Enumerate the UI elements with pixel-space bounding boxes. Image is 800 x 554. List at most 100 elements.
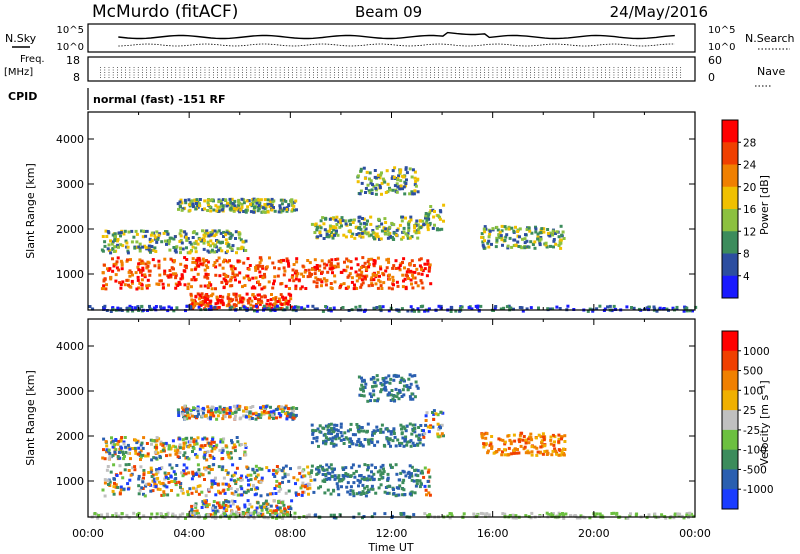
scatter-cell: [228, 232, 232, 236]
scatter-cell: [332, 468, 336, 471]
scatter-cell: [139, 465, 143, 469]
scatter-cell: [154, 485, 158, 489]
scatter-cell: [163, 471, 167, 475]
scatter-cell: [392, 374, 396, 378]
scatter-cell: [512, 229, 516, 233]
scatter-cell: [498, 230, 502, 234]
scatter-cell: [107, 457, 111, 461]
scatter-cell: [376, 470, 380, 474]
scatter-cell: [219, 300, 223, 304]
scatter-cell: [482, 432, 486, 436]
scatter-cell: [354, 305, 358, 309]
scatter-cell: [647, 305, 651, 309]
scatter-cell: [190, 509, 194, 513]
scatter-cell: [525, 307, 529, 311]
scatter-cell: [527, 441, 531, 445]
scatter-cell: [153, 234, 157, 238]
scatter-cell: [174, 286, 178, 290]
scatter-cell: [394, 463, 398, 467]
scatter-cell: [113, 443, 117, 447]
colorbar-segment: [722, 429, 738, 451]
scatter-cell: [490, 435, 494, 438]
scatter-cell: [321, 473, 325, 476]
ytick-label: 2000: [56, 430, 84, 443]
scatter-cell: [402, 444, 406, 448]
scatter-cell: [138, 258, 142, 262]
scatter-cell: [555, 514, 559, 518]
scatter-cell: [234, 237, 237, 240]
scatter-cell: [357, 484, 360, 488]
scatter-cell: [217, 503, 221, 507]
scatter-cell: [137, 511, 141, 515]
scatter-cell: [168, 444, 171, 448]
scatter-cell: [201, 473, 205, 477]
scatter-cell: [231, 272, 235, 276]
scatter-cell: [236, 512, 240, 516]
scatter-cell: [214, 511, 218, 515]
scatter-cell: [264, 506, 268, 509]
scatter-cell: [379, 390, 383, 394]
scatter-cell: [191, 257, 195, 261]
scatter-cell: [383, 490, 387, 494]
scatter-cell: [334, 226, 338, 230]
scatter-cell: [115, 442, 119, 446]
scatter-cell: [416, 386, 420, 390]
scatter-cell: [167, 275, 171, 279]
scatter-cell: [230, 510, 234, 514]
scatter-cell: [273, 475, 277, 478]
scatter-cell: [484, 436, 488, 440]
scatter-cell: [412, 479, 416, 483]
scatter-cell: [318, 231, 322, 235]
scatter-cell: [257, 207, 261, 211]
scatter-cell: [281, 476, 285, 480]
scatter-cell: [306, 304, 310, 308]
scatter-cell: [290, 499, 294, 503]
scatter-cell: [206, 231, 210, 235]
scatter-cell: [393, 166, 397, 170]
scatter-cell: [418, 219, 422, 223]
colorbar-segment: [722, 449, 738, 470]
scatter-cell: [362, 389, 365, 393]
scatter-cell: [509, 440, 513, 444]
scatter-cell: [373, 381, 377, 384]
scatter-cell: [168, 236, 172, 240]
scatter-cell: [357, 232, 361, 236]
scatter-cell: [140, 486, 144, 490]
scatter-cell: [625, 305, 629, 309]
scatter-cell: [102, 448, 105, 452]
scatter-cell: [147, 269, 151, 273]
scatter-cell: [427, 491, 431, 495]
scatter-cell: [190, 414, 194, 418]
scatter-cell: [391, 279, 395, 282]
scatter-cell: [108, 451, 112, 455]
scatter-cell: [315, 439, 319, 443]
scatter-cell: [525, 239, 529, 243]
scatter-cell: [224, 408, 228, 412]
scatter-cell: [539, 237, 543, 241]
scatter-cell: [272, 206, 275, 209]
scatter-cell: [374, 282, 378, 286]
scatter-cell: [112, 492, 116, 496]
scatter-cell: [219, 440, 223, 444]
scatter-cell: [280, 405, 284, 409]
scatter-cell: [229, 206, 233, 210]
scatter-cell: [113, 481, 116, 485]
scatter-cell: [348, 437, 352, 441]
scatter-cell: [192, 511, 196, 515]
scatter-cell: [250, 299, 254, 303]
scatter-cell: [365, 430, 369, 434]
scatter-cell: [337, 220, 341, 224]
scatter-cell: [265, 265, 269, 269]
scatter-cell: [402, 279, 405, 283]
scatter-cell: [319, 485, 322, 489]
scatter-cell: [409, 218, 413, 222]
scatter-cell: [116, 256, 120, 260]
scatter-cell: [173, 259, 176, 263]
scatter-cell: [440, 227, 444, 231]
scatter-cell: [490, 242, 493, 246]
scatter-cell: [336, 265, 340, 269]
scatter-cell: [231, 446, 235, 450]
scatter-cell: [205, 504, 209, 508]
scatter-cell: [361, 483, 365, 487]
scatter-cell: [137, 262, 141, 266]
